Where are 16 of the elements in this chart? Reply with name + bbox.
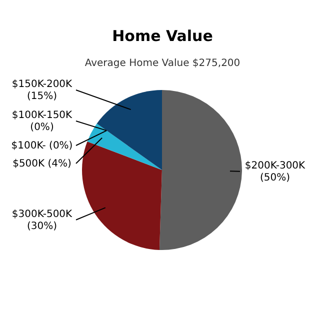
- pie-slice: [159, 90, 242, 250]
- pie-slice: [96, 90, 162, 170]
- category-label: $100K-150K: [12, 110, 72, 122]
- slice-label: $200K-300K: [244, 160, 306, 172]
- data-label: (50%): [260, 172, 290, 184]
- category-label: $100K- (0%): [11, 140, 73, 152]
- data-label: (30%): [26, 220, 58, 232]
- slice-label: $150K-200K: [12, 79, 73, 90]
- text: (0%): [30, 122, 54, 134]
- chart-subtitle: Average Home Value $275,200: [84, 58, 240, 69]
- pie-slice: [87, 124, 162, 170]
- slice-label: $300K-500K: [12, 208, 73, 220]
- chart-title: Home Value: [112, 27, 213, 45]
- data-label: (15%): [26, 91, 58, 102]
- slice-label: $500K (4%): [12, 158, 72, 170]
- pie-slice: [82, 141, 162, 250]
